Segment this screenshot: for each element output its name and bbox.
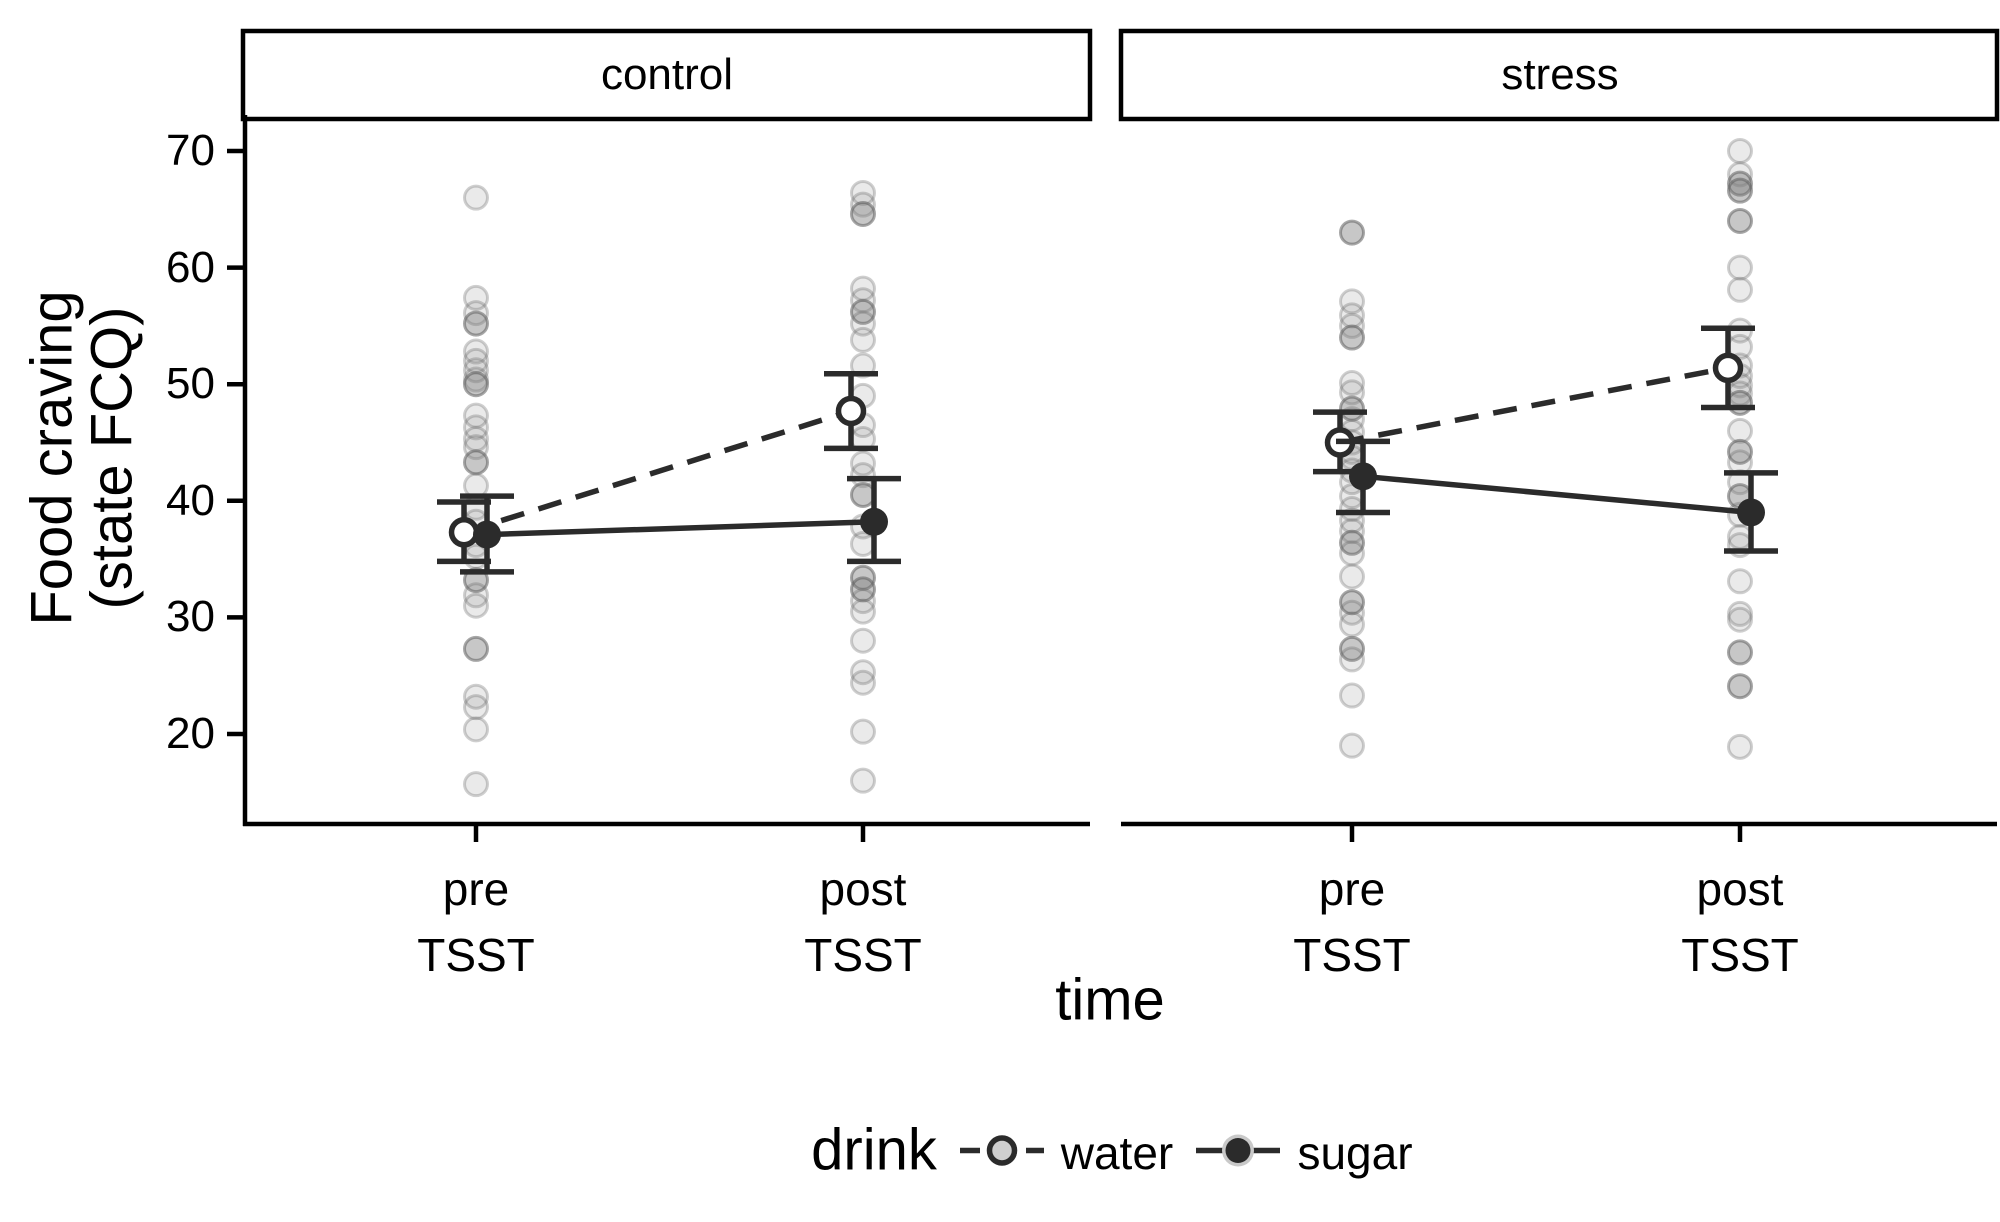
jitter-point <box>1727 276 1753 303</box>
mean-marker-sugar <box>473 520 501 549</box>
jitter-point <box>1727 673 1753 700</box>
legend-key-water <box>954 1127 1050 1180</box>
jitter-point <box>1339 288 1365 315</box>
x-tick-label-control-post: post TSST <box>804 863 922 981</box>
jitter-point <box>1727 438 1753 465</box>
facet-strip-control <box>240 28 1093 122</box>
jitter-point <box>463 310 489 337</box>
mean-marker-water <box>1712 352 1744 384</box>
jitter-point <box>1727 568 1753 595</box>
jitter-point <box>1727 606 1753 633</box>
jitter-point <box>850 530 876 557</box>
jitter-point <box>463 582 489 609</box>
jitter-point <box>1339 599 1365 626</box>
jitter-point <box>463 716 489 743</box>
jitter-point <box>463 338 489 365</box>
jitter-point <box>850 588 876 615</box>
mean-marker-sugar <box>1737 498 1765 527</box>
jitter-point <box>850 179 876 206</box>
series-line-sugar <box>1362 473 1752 516</box>
jitter-point <box>463 184 489 211</box>
jitter-point <box>1727 733 1753 760</box>
jitter-point <box>463 592 489 619</box>
facet-strip-stress <box>1118 28 2000 122</box>
jitter-point <box>1339 563 1365 590</box>
legend-label-sugar: sugar <box>1297 1127 1413 1179</box>
jitter-point <box>1339 219 1365 246</box>
legend-key-sugar-glyph <box>1196 1134 1280 1167</box>
legend-label-water: water <box>1060 1127 1174 1179</box>
mean-marker-water <box>835 395 867 427</box>
jitter-point <box>1339 589 1365 616</box>
jitter-point <box>1727 207 1753 234</box>
y-tick-label-30: 30 <box>166 592 215 641</box>
jitter-point <box>850 191 876 218</box>
jitter-point <box>1339 732 1365 759</box>
mean-marker-sugar <box>860 507 888 536</box>
jitter-point <box>1727 254 1753 281</box>
y-axis-title-line1: Food craving <box>19 290 85 626</box>
series-line-sugar <box>486 519 875 538</box>
jitter-point <box>1727 138 1753 164</box>
series-line-water <box>1339 365 1729 446</box>
jitter-point <box>1339 529 1365 556</box>
jitter-point <box>1339 540 1365 567</box>
x-tick-label-control-pre: pre TSST <box>417 863 535 981</box>
jitter-point <box>1339 324 1365 351</box>
y-tick-label-70: 70 <box>166 126 215 175</box>
jitter-point <box>850 200 876 227</box>
mean-marker-water <box>448 517 480 548</box>
jitter-point <box>463 635 489 662</box>
series-line-water <box>463 408 852 535</box>
jitter-point <box>850 627 876 654</box>
jitter-point <box>463 371 489 398</box>
legend-key-water-glyph <box>960 1135 1044 1166</box>
jitter-point <box>463 449 489 476</box>
mean-marker-sugar <box>1349 462 1377 491</box>
x-tick-label-stress-post: post TSST <box>1681 863 1799 981</box>
jitter-point <box>1727 600 1753 627</box>
facet-strip-label-control: control <box>600 50 734 99</box>
jitter-point <box>1727 639 1753 666</box>
jitter-point <box>1339 646 1365 673</box>
jitter-point <box>463 771 489 798</box>
jitter-point <box>850 598 876 625</box>
jitter-point <box>463 402 489 429</box>
jitter-point <box>463 414 489 441</box>
legend-title: drink <box>811 1117 937 1183</box>
jitter-point <box>1339 611 1365 638</box>
x-tick-label-stress-pre: pre TSST <box>1293 863 1411 981</box>
jitter-point <box>1727 177 1753 204</box>
y-axis-title-line2: (state FCQ) <box>79 306 145 610</box>
jitter-point <box>1727 389 1753 416</box>
jitter-point <box>850 767 876 794</box>
jitter-point <box>850 298 876 325</box>
jitter-point <box>850 450 876 477</box>
x-axis-title: time <box>1055 967 1165 1033</box>
jitter-point <box>850 659 876 686</box>
jitter-point <box>850 669 876 696</box>
jitter-point <box>850 326 876 353</box>
jitter-point <box>1727 170 1753 197</box>
y-tick-label-60: 60 <box>166 243 215 292</box>
jitter-point <box>1339 635 1365 662</box>
jitter-point <box>463 284 489 311</box>
jitter-point <box>1339 682 1365 709</box>
legend-key-sugar <box>1190 1127 1286 1180</box>
jitter-point <box>850 481 876 508</box>
jitter-point <box>850 310 876 337</box>
facet-strip-label-stress: stress <box>1501 50 1619 99</box>
jitter-point <box>463 543 489 570</box>
y-tick-label-20: 20 <box>166 709 215 758</box>
jitter-point <box>1727 417 1753 444</box>
jitter-point <box>463 683 489 710</box>
jitter-point <box>463 694 489 721</box>
jitter-point <box>850 718 876 745</box>
y-tick-label-50: 50 <box>166 359 215 408</box>
jitter-point <box>1339 370 1365 397</box>
jitter-point <box>850 576 876 603</box>
y-tick-label-40: 40 <box>166 476 215 525</box>
